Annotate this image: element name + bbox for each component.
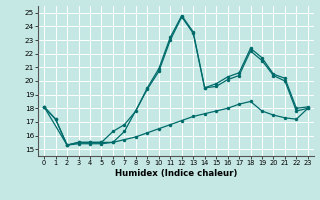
X-axis label: Humidex (Indice chaleur): Humidex (Indice chaleur) — [115, 169, 237, 178]
